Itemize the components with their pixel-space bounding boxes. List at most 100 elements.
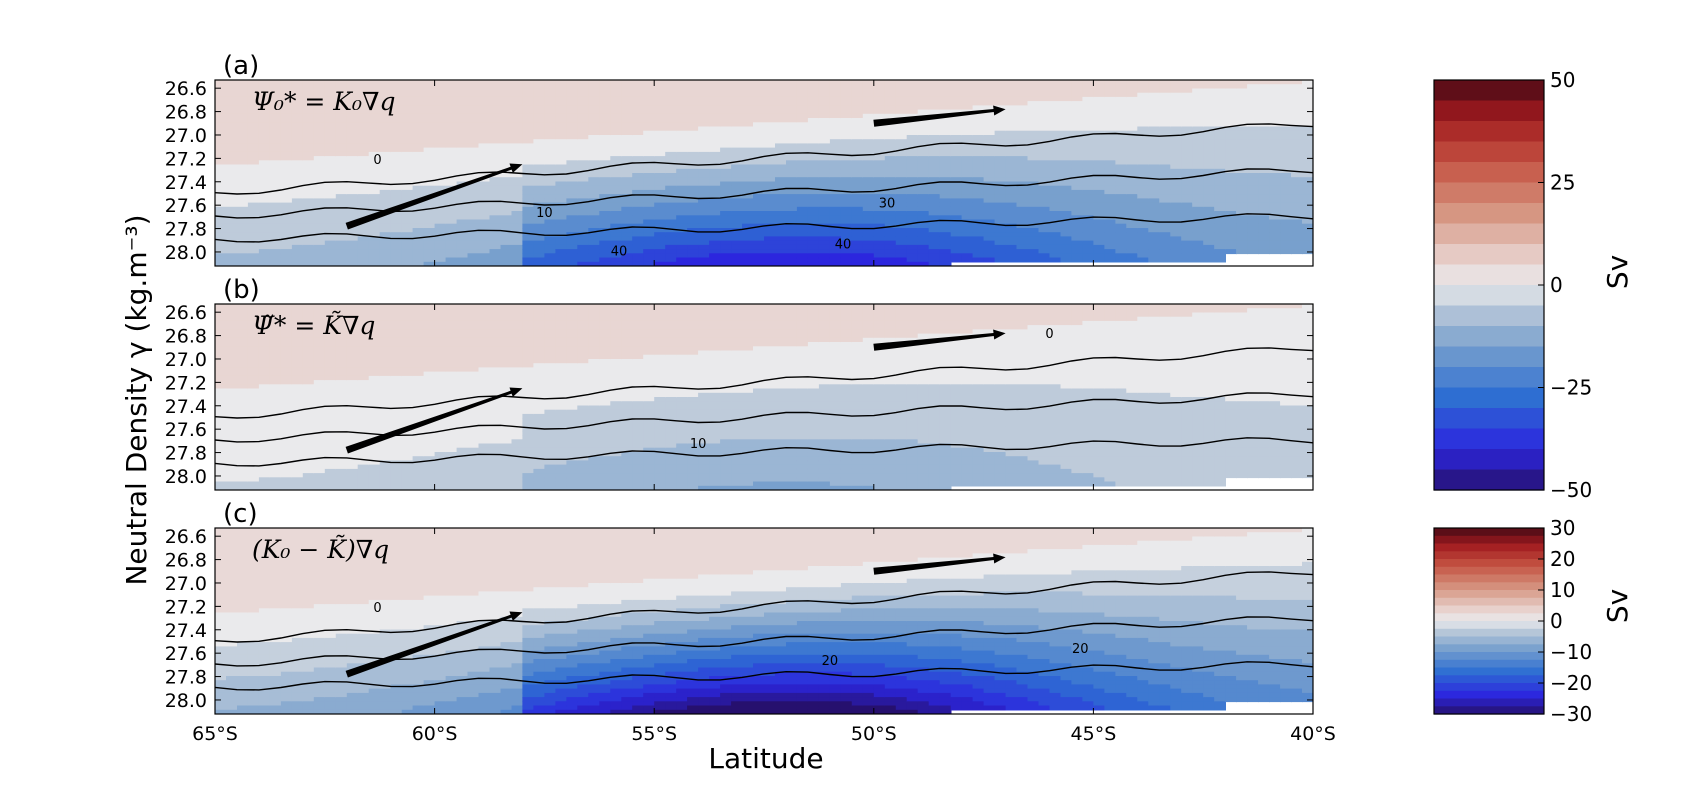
- panel-equation: (K₀ − K̃)∇q: [252, 535, 389, 564]
- y-tick-label: 27.6: [165, 195, 207, 217]
- colorbar-swatch: [1434, 387, 1544, 409]
- colorbar-swatch: [1434, 285, 1544, 307]
- y-tick-label: 27.8: [165, 219, 207, 241]
- colorbar-swatch: [1434, 203, 1544, 225]
- x-tick-label: 50°S: [851, 723, 897, 745]
- colorbar-tick-label: 50: [1550, 68, 1575, 92]
- contour-label: 10: [536, 206, 553, 221]
- colorbar-tick-label: −25: [1550, 376, 1592, 400]
- contour-label: 10: [690, 437, 707, 452]
- y-tick-label: 27.0: [165, 349, 207, 371]
- colorbar-swatch: [1434, 597, 1544, 607]
- colorbar-swatch: [1434, 264, 1544, 286]
- flux-arrow-1: [345, 611, 523, 678]
- colorbar-swatch: [1434, 543, 1544, 552]
- x-tick-label: 40°S: [1290, 723, 1336, 745]
- panel-label: (c): [223, 499, 258, 529]
- colorbar-swatch: [1434, 566, 1544, 576]
- contour-label: 0: [373, 601, 381, 616]
- field: 0 20 20: [215, 528, 1313, 714]
- colorbar-swatch: [1434, 182, 1544, 204]
- colorbar-swatch: [1434, 326, 1544, 348]
- colorbar-swatch: [1434, 690, 1544, 700]
- y-tick-label: 27.6: [165, 643, 207, 665]
- y-tick-label: 27.2: [165, 148, 207, 170]
- colorbar-swatch: [1434, 121, 1544, 143]
- colorbar-swatch: [1434, 559, 1544, 568]
- contour-line: [215, 392, 1313, 443]
- colorbar-swatch: [1434, 551, 1544, 560]
- colorbar-swatch: [1434, 346, 1544, 368]
- colorbar-swatch: [1434, 698, 1544, 707]
- x-axis-label: Latitude: [708, 742, 823, 775]
- panel-equation: Ψ₀* = K₀∇q: [252, 87, 395, 116]
- panel-label: (b): [223, 275, 260, 305]
- y-tick-label: 26.8: [165, 102, 207, 124]
- panel-a: 0 10 30 40 40 26.626.827.027.227.427.627.828.…: [165, 51, 1314, 267]
- colorbar-swatch: [1434, 244, 1544, 266]
- x-tick-label: 60°S: [412, 723, 458, 745]
- panel-frame: [214, 303, 1314, 491]
- colorbar-swatch: [1434, 621, 1544, 630]
- colorbar-swatch: [1434, 659, 1544, 669]
- panel-equation: Ψ̃* = K̃∇q: [252, 311, 375, 340]
- y-tick-label: 27.2: [165, 596, 207, 618]
- colorbar-tick-label: 30: [1550, 516, 1575, 540]
- colorbar-swatch: [1434, 574, 1544, 583]
- colorbar-tick-label: −50: [1550, 478, 1592, 502]
- contour-label: 40: [835, 237, 852, 252]
- colorbar-main: 50 25 0 −25 −50: [1433, 68, 1592, 502]
- colorbar-swatch: [1434, 223, 1544, 245]
- colorbar-diff: 30 20 10 0 −10 −20 −30: [1433, 516, 1592, 726]
- x-tick-label: 65°S: [192, 723, 238, 745]
- contour-line: [215, 571, 1313, 643]
- colorbar-swatch: [1434, 449, 1544, 471]
- y-tick-label: 27.6: [165, 419, 207, 441]
- y-tick-label: 28.0: [165, 466, 207, 488]
- colorbar-swatch: [1434, 408, 1544, 430]
- colorbar-swatch: [1434, 667, 1544, 676]
- colorbar-swatch: [1434, 141, 1544, 163]
- colorbar-swatch: [1434, 613, 1544, 622]
- panel-frame: [214, 527, 1314, 715]
- y-tick-label: 26.6: [165, 302, 207, 324]
- colorbar-swatch: [1434, 535, 1544, 545]
- contour-label: 0: [1045, 327, 1053, 342]
- contour-line: [215, 661, 1313, 691]
- contour-label: 0: [373, 153, 381, 168]
- colorbar-swatch: [1434, 706, 1544, 715]
- contour-line: [215, 213, 1313, 243]
- flux-arrow-2: [873, 105, 1006, 127]
- x-tick-label: 45°S: [1071, 723, 1117, 745]
- y-tick-label: 26.8: [165, 550, 207, 572]
- colorbar-tick-label: 20: [1550, 547, 1575, 571]
- y-tick-label: 28.0: [165, 242, 207, 264]
- colorbar-swatch: [1434, 582, 1544, 591]
- y-tick-label: 27.0: [165, 573, 207, 595]
- contour-line: [215, 437, 1313, 467]
- colorbar-swatch: [1434, 644, 1544, 653]
- colorbar-tick-label: 25: [1550, 171, 1575, 195]
- colorbar-swatch: [1434, 367, 1544, 389]
- colorbar-swatch: [1434, 605, 1544, 614]
- colorbar-swatch: [1434, 652, 1544, 661]
- y-tick-label: 26.8: [165, 326, 207, 348]
- colorbar-tick-label: 0: [1550, 609, 1563, 633]
- colorbar-swatch: [1434, 305, 1544, 327]
- panel-label: (a): [223, 51, 259, 81]
- colorbar-main-label: Sv: [1601, 255, 1634, 289]
- y-tick-label: 27.4: [165, 620, 207, 642]
- contour-line: [215, 123, 1313, 195]
- y-tick-label: 27.0: [165, 125, 207, 147]
- y-tick-label: 27.4: [165, 172, 207, 194]
- y-tick-label: 26.6: [165, 526, 207, 548]
- panel-c: 0 20 20 26.626.827.027.227.427.627.828.0 65°…: [165, 499, 1336, 745]
- colorbar-diff-label: Sv: [1601, 589, 1634, 623]
- y-tick-label: 26.6: [165, 78, 207, 100]
- contour-label: 20: [1072, 642, 1089, 657]
- contour-label: 20: [822, 654, 839, 669]
- colorbar-swatch: [1434, 590, 1544, 599]
- y-axis-label: Neutral Density γ (kg.m⁻³): [120, 214, 153, 585]
- colorbar-swatch: [1434, 162, 1544, 184]
